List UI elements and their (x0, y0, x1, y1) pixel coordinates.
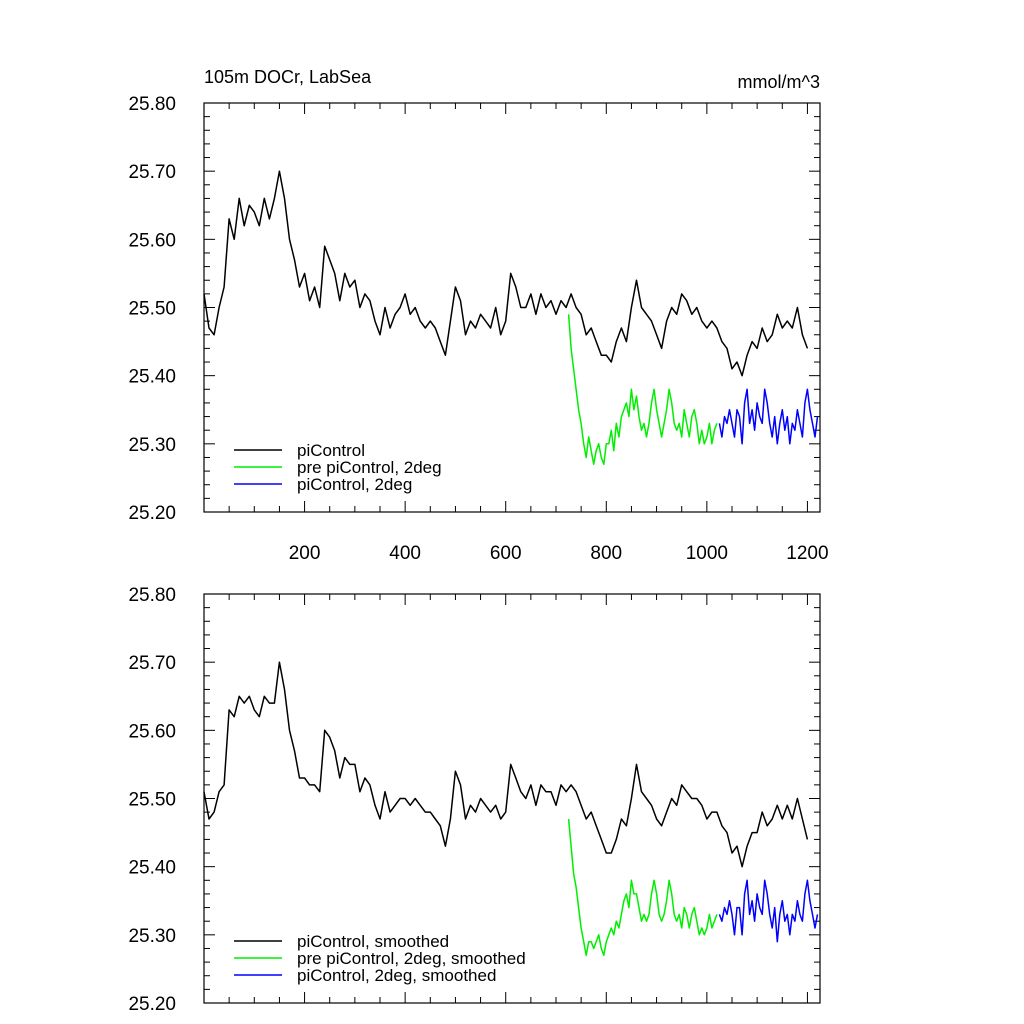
series-line-2 (718, 879, 819, 943)
y-tick-label: 25.50 (128, 790, 176, 811)
y-tick-label: 25.70 (128, 653, 176, 674)
series-line-1 (567, 314, 718, 466)
y-tick-label: 25.80 (128, 585, 176, 606)
legend-label: piControl (297, 441, 365, 460)
series-line-1 (567, 818, 718, 957)
y-tick-label: 25.50 (128, 299, 176, 320)
y-tick-label: 25.20 (128, 503, 176, 524)
y-tick-label: 25.40 (128, 858, 176, 879)
plot-title-left: 105m DOCr, LabSea (204, 67, 372, 87)
legend-label: pre piControl, 2deg, smoothed (297, 949, 526, 968)
y-tick-label: 25.70 (128, 162, 176, 183)
x-tick-label: 1000 (686, 543, 728, 564)
legend-label: piControl, smoothed (297, 932, 449, 951)
y-tick-label: 25.20 (128, 994, 176, 1015)
x-tick-label: 600 (490, 543, 522, 564)
y-tick-label: 25.60 (128, 230, 176, 251)
legend-label: piControl, 2deg, smoothed (297, 966, 496, 985)
x-tick-label: 1200 (786, 543, 828, 564)
y-tick-label: 25.60 (128, 721, 176, 742)
bottom-panel: 25.20 25.30 25.40 25.50 25.60 25.70 25.80 piCon… (128, 585, 821, 1015)
x-tick-label: 400 (389, 543, 421, 564)
x-tick-label: 800 (590, 543, 622, 564)
series-line-2 (718, 388, 819, 445)
y-tick-label: 25.30 (128, 435, 176, 456)
top-panel: 25.20 25.30 25.40 25.50 25.60 25.70 25.80 200 40… (128, 94, 828, 564)
plot-title-right: mmol/m^3 (738, 72, 820, 92)
y-tick-label: 25.40 (128, 367, 176, 388)
legend-label: piControl, 2deg (297, 475, 412, 494)
y-tick-label: 25.80 (128, 94, 176, 115)
x-tick-label: 200 (289, 543, 321, 564)
y-tick-label: 25.30 (128, 926, 176, 947)
series-line-0 (203, 661, 809, 868)
legend-label: pre piControl, 2deg (297, 458, 442, 477)
series-line-0 (203, 170, 809, 377)
